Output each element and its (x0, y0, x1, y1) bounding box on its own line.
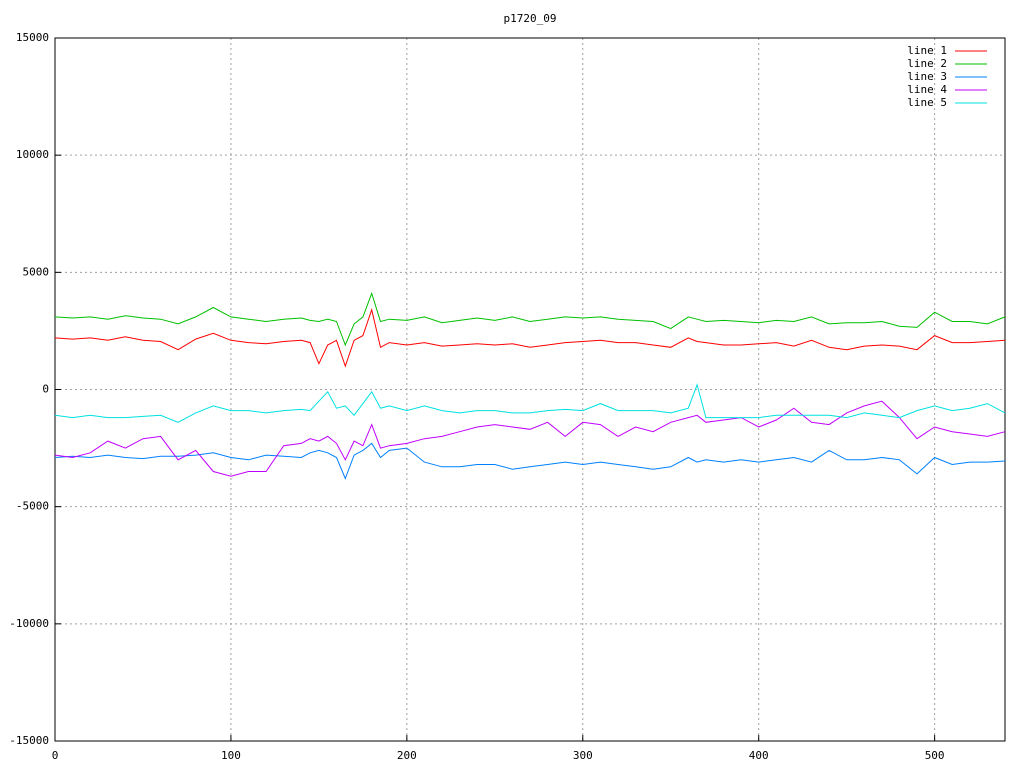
y-tick-label: -15000 (9, 734, 49, 747)
y-tick-label: 5000 (23, 265, 50, 278)
series-line (54, 400, 1006, 477)
x-tick-label: 400 (749, 749, 769, 762)
legend-label: line 1 (907, 44, 947, 57)
plot-border (54, 37, 1006, 742)
chart-title: p1720_09 (504, 12, 557, 25)
series-line (54, 291, 1006, 347)
y-tick-label: 0 (42, 383, 49, 396)
legend-label: line 3 (907, 70, 947, 83)
x-tick-label: 200 (397, 749, 417, 762)
legend-label: line 4 (907, 83, 947, 96)
series-line (54, 383, 1006, 423)
y-tick-label: -10000 (9, 617, 49, 630)
series-line (54, 442, 1006, 480)
x-tick-label: 100 (221, 749, 241, 762)
x-tick-label: 500 (925, 749, 945, 762)
y-tick-label: 10000 (16, 148, 49, 161)
legend-label: line 5 (907, 96, 947, 109)
series-line (54, 307, 1006, 368)
y-tick-label: 15000 (16, 31, 49, 44)
legend-label: line 2 (907, 57, 947, 70)
x-tick-label: 0 (52, 749, 59, 762)
y-tick-label: -5000 (16, 500, 49, 513)
x-tick-label: 300 (573, 749, 593, 762)
